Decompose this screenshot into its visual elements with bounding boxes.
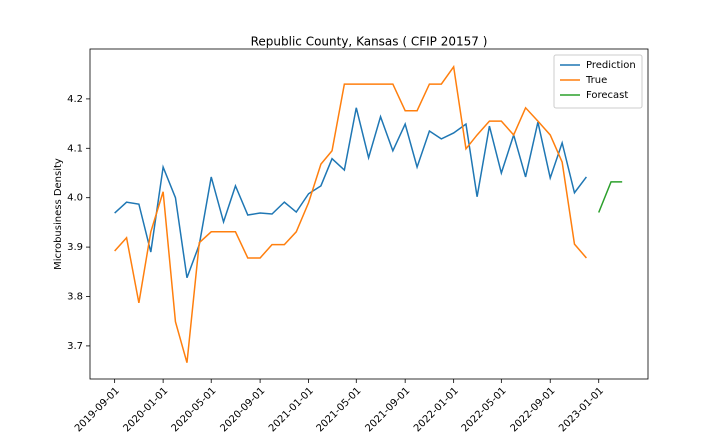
legend-label: True <box>585 75 607 86</box>
series-line <box>598 181 623 213</box>
series-line <box>114 64 587 363</box>
y-tick-label: 4.2 <box>67 94 83 105</box>
chart-title: Republic County, Kansas ( CFIP 20157 ) <box>251 35 488 49</box>
y-tick-label: 4.0 <box>67 193 83 204</box>
series-line <box>114 107 587 278</box>
legend-label: Forecast <box>586 90 628 101</box>
y-tick-label: 3.9 <box>67 242 83 253</box>
y-axis-label: Microbusiness Density <box>53 158 64 270</box>
y-tick-label: 3.8 <box>67 292 83 303</box>
plot-frame <box>89 48 649 380</box>
legend-label: Prediction <box>586 60 636 71</box>
y-tick-label: 4.1 <box>67 143 83 154</box>
y-tick-label: 3.7 <box>67 341 83 352</box>
